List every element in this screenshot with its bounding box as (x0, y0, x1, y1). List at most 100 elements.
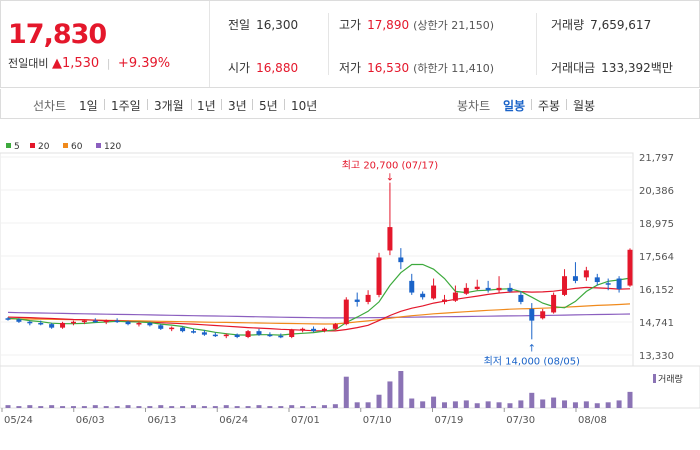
divider (536, 13, 537, 75)
candle-body (605, 283, 611, 285)
candle-body (518, 294, 524, 302)
volume-bar (572, 402, 578, 408)
change-label: 전일대비 (8, 57, 49, 70)
candle-body (343, 299, 349, 325)
y-tick-label: 21,797 (639, 153, 674, 164)
volume-bar (594, 403, 600, 408)
tab-5y[interactable]: 5년 (259, 99, 278, 113)
divider (104, 99, 105, 110)
volume-bar (354, 402, 360, 408)
volume-bar (627, 391, 633, 408)
candle-body (398, 257, 404, 263)
chart-grid (0, 152, 634, 367)
x-tick-label: 06/13 (148, 415, 177, 426)
volume-bar (551, 397, 557, 408)
tab-3y[interactable]: 3년 (228, 99, 247, 113)
x-tick-label: 07/30 (506, 415, 535, 426)
candle-body (474, 286, 480, 290)
candle-body (191, 331, 197, 333)
candle-body (332, 324, 338, 329)
candle-body (16, 319, 22, 322)
tab-1y[interactable]: 1년 (197, 99, 216, 113)
volume-bar (376, 394, 382, 408)
tab-10y[interactable]: 10년 (291, 99, 318, 113)
volume-bar (267, 406, 273, 408)
x-tick-label: 05/24 (4, 415, 33, 426)
volume-bar (27, 405, 33, 408)
candle-body (420, 293, 426, 298)
candle-body (60, 322, 66, 328)
y-tick-label: 18,975 (639, 219, 674, 230)
volume-bar (343, 376, 349, 408)
price-change: 전일대비 ▲1,530 | +9.39% (8, 55, 170, 71)
x-tick-label: 07/19 (435, 415, 464, 426)
candle-body (387, 227, 393, 251)
x-axis: 05/24 06/03 06/13 06/24 07/01 07/10 07/19 07/30… (1, 408, 607, 426)
ma20-line (7, 286, 631, 332)
legend-label: 60 (71, 142, 83, 152)
volume-bar (321, 405, 327, 408)
candle-body (201, 332, 207, 335)
x-tick-label: 07/10 (363, 415, 392, 426)
candle-body (300, 328, 306, 331)
legend-label: 120 (104, 142, 121, 152)
tab-3m[interactable]: 3개월 (154, 99, 184, 113)
volume-chart: 거래량 (0, 365, 700, 409)
volume-bar (201, 406, 207, 408)
chart-legend: 5 20 60 120 (6, 142, 121, 152)
volume-bar (125, 405, 131, 408)
legend-label: 20 (38, 142, 50, 152)
low-price: 저가 16,530 (하한가 11,410) (339, 61, 495, 75)
legend-swatch (63, 143, 68, 148)
divider (191, 99, 192, 110)
volume-bar (409, 398, 415, 408)
candle-body (594, 277, 600, 283)
plot-frame (0, 152, 634, 367)
candle-body (103, 320, 109, 323)
volume-bar (474, 403, 480, 408)
chart-svg: 5 20 60 120 21,797 20,386 18,975 17,564 16,152 1… (0, 142, 700, 426)
volume-bar (311, 406, 317, 408)
tab-1d[interactable]: 1일 (79, 99, 98, 113)
volume-bar (234, 406, 240, 408)
y-axis: 21,797 20,386 18,975 17,564 16,152 14,741 13,3… (639, 153, 674, 362)
candle-body (627, 249, 633, 286)
volume-bar (420, 401, 426, 408)
divider (531, 99, 532, 110)
volume-bar (212, 406, 218, 408)
candle-body (365, 294, 371, 302)
volume-bar (387, 381, 393, 408)
volume-bar (5, 405, 11, 408)
tab-monthly[interactable]: 월봉 (573, 99, 596, 113)
volume-bar (158, 405, 164, 408)
down-arrow-icon: ↓ (386, 173, 394, 184)
candles (5, 182, 633, 340)
candle-body (551, 294, 557, 313)
volume-bar (540, 399, 546, 408)
candle-body (441, 299, 447, 302)
volume-bar (136, 406, 142, 408)
volume-bar (81, 406, 87, 408)
volume-bar (49, 405, 55, 408)
tab-weekly[interactable]: 주봉 (538, 99, 561, 113)
candle-body (485, 287, 491, 291)
candle-body (180, 327, 186, 332)
tab-1w[interactable]: 1주일 (111, 99, 141, 113)
tab-daily[interactable]: 일봉 (503, 99, 526, 113)
candle-body (507, 287, 513, 292)
volume-bar (147, 406, 153, 408)
volume-legend-swatch (653, 374, 656, 383)
candle-body (289, 329, 295, 337)
volume-legend-label: 거래량 (658, 373, 683, 385)
candle-body (5, 318, 11, 320)
prev-close: 전일 16,300 (228, 18, 299, 32)
candle-body (463, 287, 469, 294)
volume-bar (431, 396, 437, 408)
candle-body (267, 334, 273, 337)
annotations: 최고 20,700 (07/17)↓ ↑최저 14,000 (08/05) (342, 160, 580, 368)
y-tick-label: 13,330 (639, 351, 674, 362)
up-arrow-icon: ▲ (51, 56, 62, 71)
candle-body (38, 322, 44, 325)
candle-body (452, 292, 458, 301)
volume-bar (38, 406, 44, 408)
